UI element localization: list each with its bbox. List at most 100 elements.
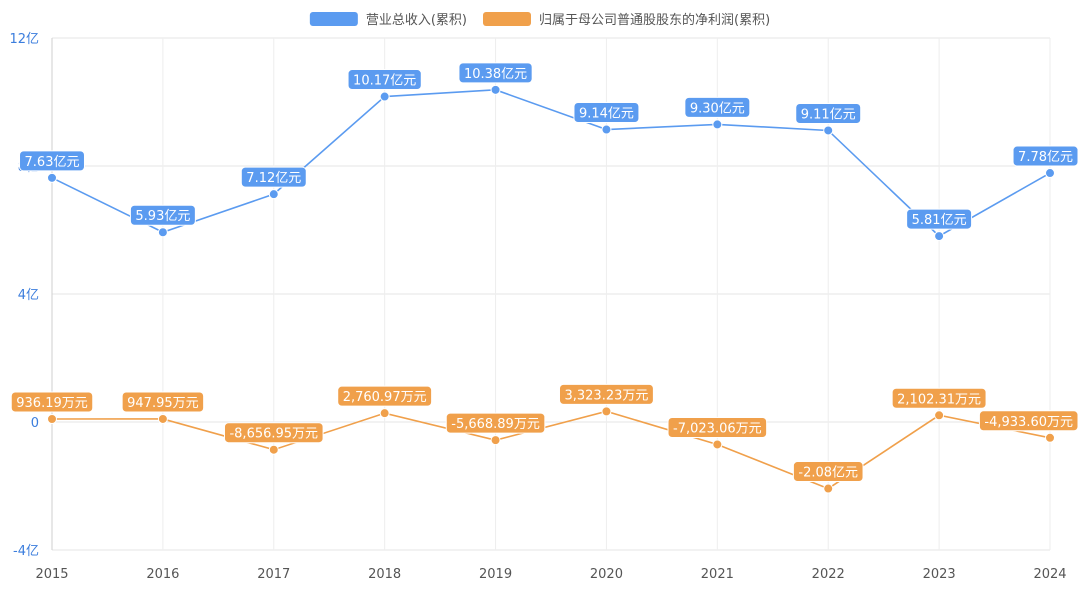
data-label-bg <box>667 416 768 438</box>
data-point[interactable] <box>490 435 501 446</box>
data-label-text: 7.63亿元 <box>25 155 80 170</box>
data-label: 947.95万元 <box>121 391 205 413</box>
data-label-bg <box>240 166 307 188</box>
x-tick-label: 2022 <box>812 567 845 582</box>
legend-item-1[interactable]: 营业总收入(累积) <box>309 12 467 28</box>
data-label: 10.17亿元 <box>347 69 422 91</box>
data-label-bg <box>684 96 751 118</box>
data-label-text: 7.78亿元 <box>1018 150 1073 165</box>
data-label-bg <box>347 69 422 91</box>
data-label-text: 9.14亿元 <box>579 107 634 122</box>
data-label-text: 5.81亿元 <box>912 213 967 228</box>
x-tick-label: 2020 <box>590 567 623 582</box>
series-1: 7.63亿元 5.93亿元 7.12亿元 10.17亿元 10.38亿元 9.14亿元 9.… <box>19 62 1079 242</box>
x-tick-label: 2024 <box>1033 567 1066 582</box>
data-point[interactable] <box>157 413 168 424</box>
grid <box>51 37 1051 551</box>
data-point[interactable] <box>157 227 168 238</box>
data-label-bg <box>891 387 987 409</box>
x-tick-label: 2021 <box>701 567 734 582</box>
data-point[interactable] <box>823 125 834 136</box>
x-axis: 2015 2016 2017 2018 2019 2020 2021 2022 2023 2024 <box>35 567 1066 582</box>
legend-item-2[interactable]: 归属于母公司普通股股东的净利润(累积) <box>483 12 770 28</box>
y-tick-label: 4亿 <box>18 288 39 303</box>
data-label: -5,668.89万元 <box>445 412 546 434</box>
x-tick-label: 2019 <box>479 567 512 582</box>
data-point[interactable] <box>379 91 390 102</box>
data-label: 7.78亿元 <box>1012 145 1079 167</box>
data-label-text: 10.17亿元 <box>353 74 416 89</box>
data-label-bg <box>795 102 862 124</box>
data-label: 9.30亿元 <box>684 96 751 118</box>
data-label: -2.08亿元 <box>792 461 864 483</box>
y-axis: 12亿8亿4亿0-4亿 <box>9 32 53 559</box>
data-point[interactable] <box>47 172 57 183</box>
data-label: 5.81亿元 <box>906 208 973 230</box>
y-tick-label: 12亿 <box>9 32 39 47</box>
data-label: -7,023.06万元 <box>667 416 768 438</box>
data-label-bg <box>19 150 85 172</box>
data-point[interactable] <box>712 439 723 450</box>
series-line <box>51 89 1051 238</box>
data-label-text: -5,668.89万元 <box>451 417 540 432</box>
data-label-text: -8,656.95万元 <box>229 427 318 442</box>
data-label-bg <box>445 412 546 434</box>
data-label: 2,102.31万元 <box>891 387 987 409</box>
data-point[interactable] <box>601 124 612 135</box>
data-label-bg <box>337 385 433 407</box>
data-point[interactable] <box>934 231 945 242</box>
data-point[interactable] <box>1045 168 1055 179</box>
data-label-text: 10.38亿元 <box>464 67 527 82</box>
data-point[interactable] <box>268 189 279 200</box>
data-label-bg <box>558 383 654 405</box>
data-label: 5.93亿元 <box>129 204 196 226</box>
data-label-bg <box>458 62 533 84</box>
data-label-text: 5.93亿元 <box>135 209 190 224</box>
data-label-text: 2,102.31万元 <box>897 392 981 407</box>
data-label-bg <box>121 391 205 413</box>
data-label: -8,656.95万元 <box>223 422 324 444</box>
data-label-text: -2.08亿元 <box>798 466 858 481</box>
data-label: 7.63亿元 <box>19 150 85 172</box>
data-label-text: 2,760.97万元 <box>343 390 427 405</box>
series-2: 936.19万元 947.95万元 -8,656.95万元 2,760.97万元 -5,… <box>10 383 1079 494</box>
data-label-text: -7,023.06万元 <box>673 421 762 436</box>
y-tick-label: -4亿 <box>13 544 39 559</box>
data-label: 9.11亿元 <box>795 102 862 124</box>
legend-swatch <box>483 12 531 26</box>
data-point[interactable] <box>823 483 834 494</box>
data-label: 10.38亿元 <box>458 62 533 84</box>
data-label-bg <box>129 204 196 226</box>
data-point[interactable] <box>1045 432 1055 443</box>
data-label: 3,323.23万元 <box>558 383 654 405</box>
legend[interactable]: 营业总收入(累积) 归属于母公司普通股股东的净利润(累积) <box>309 12 770 28</box>
x-tick-label: 2017 <box>257 567 290 582</box>
data-label-bg <box>792 461 864 483</box>
data-label-text: 9.30亿元 <box>690 101 745 116</box>
data-label: 936.19万元 <box>10 391 94 413</box>
data-label-bg <box>573 102 640 124</box>
data-label-text: 936.19万元 <box>16 396 88 411</box>
legend-swatch <box>309 12 358 26</box>
data-label: 9.14亿元 <box>573 102 640 124</box>
data-label: -4,933.60万元 <box>978 410 1079 432</box>
data-point[interactable] <box>47 414 57 425</box>
x-tick-label: 2023 <box>923 567 956 582</box>
legend-label: 营业总收入(累积) <box>366 13 467 28</box>
data-label-bg <box>223 422 324 444</box>
x-tick-label: 2015 <box>35 567 68 582</box>
x-tick-label: 2016 <box>146 567 179 582</box>
data-label: 2,760.97万元 <box>337 385 433 407</box>
data-point[interactable] <box>601 406 612 417</box>
data-point[interactable] <box>268 444 279 455</box>
data-point[interactable] <box>379 408 390 419</box>
data-label-bg <box>1012 145 1079 167</box>
data-label: 7.12亿元 <box>240 166 307 188</box>
data-point[interactable] <box>490 84 501 95</box>
series-line <box>51 410 1051 490</box>
data-point[interactable] <box>712 119 723 130</box>
data-label-text: 947.95万元 <box>127 396 199 411</box>
data-label-text: 3,323.23万元 <box>564 388 648 403</box>
data-point[interactable] <box>934 410 945 421</box>
